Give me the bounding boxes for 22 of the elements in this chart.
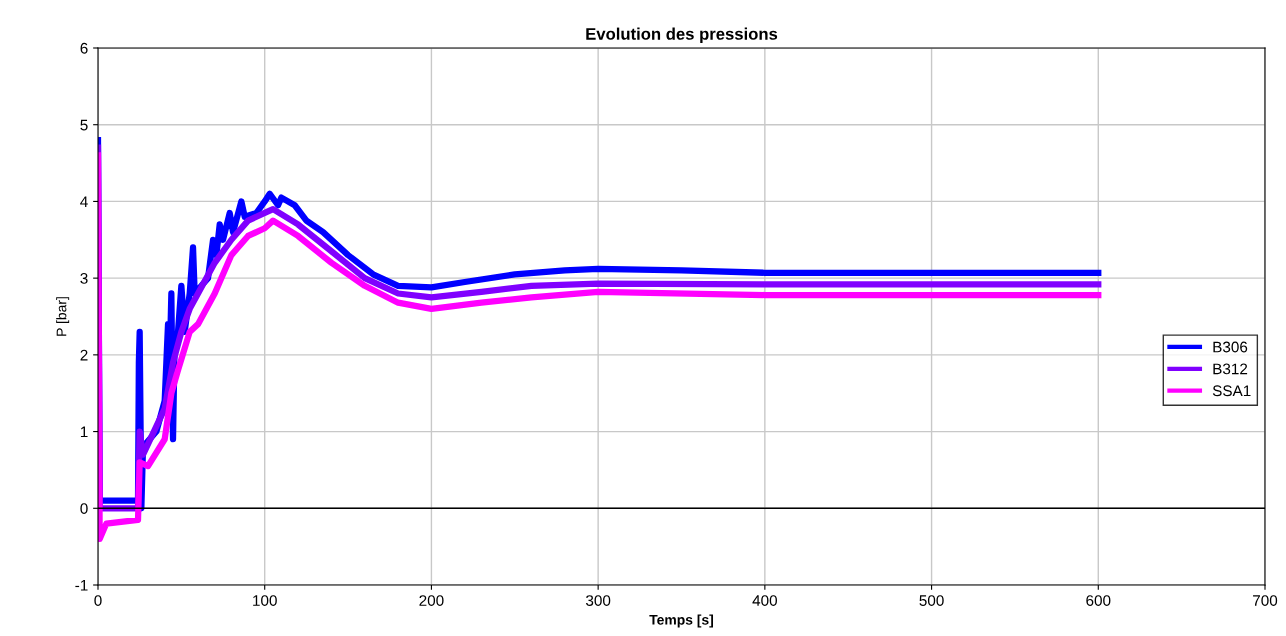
y-tick-label: 2 [80,349,88,361]
y-tick-label: 4 [80,196,88,207]
x-axis-title: Temps [s] [649,614,714,628]
x-tick-label: 300 [585,595,611,606]
x-tick-label: 600 [1086,595,1111,606]
y-tick-label: 5 [80,119,88,131]
legend-label: B306 [1213,341,1248,353]
y-tick-label: 1 [80,426,88,438]
legend-label: B312 [1213,363,1248,375]
chart-title: Evolution des pressions [586,27,778,44]
x-tick-label: 200 [419,595,444,606]
y-tick-label: -1 [75,580,88,591]
y-tick-label: 3 [80,273,88,284]
y-tick-label: 0 [80,503,88,514]
x-tick-label: 700 [1253,595,1278,606]
x-tick-label: 400 [752,595,778,606]
x-tick-label: 500 [919,595,944,606]
y-tick-label: 6 [80,42,88,54]
x-tick-label: 100 [253,595,277,606]
legend-label: SSA1 [1212,385,1251,397]
x-tick-label: 0 [94,595,102,606]
y-axis-title: P [bar] [56,297,70,336]
